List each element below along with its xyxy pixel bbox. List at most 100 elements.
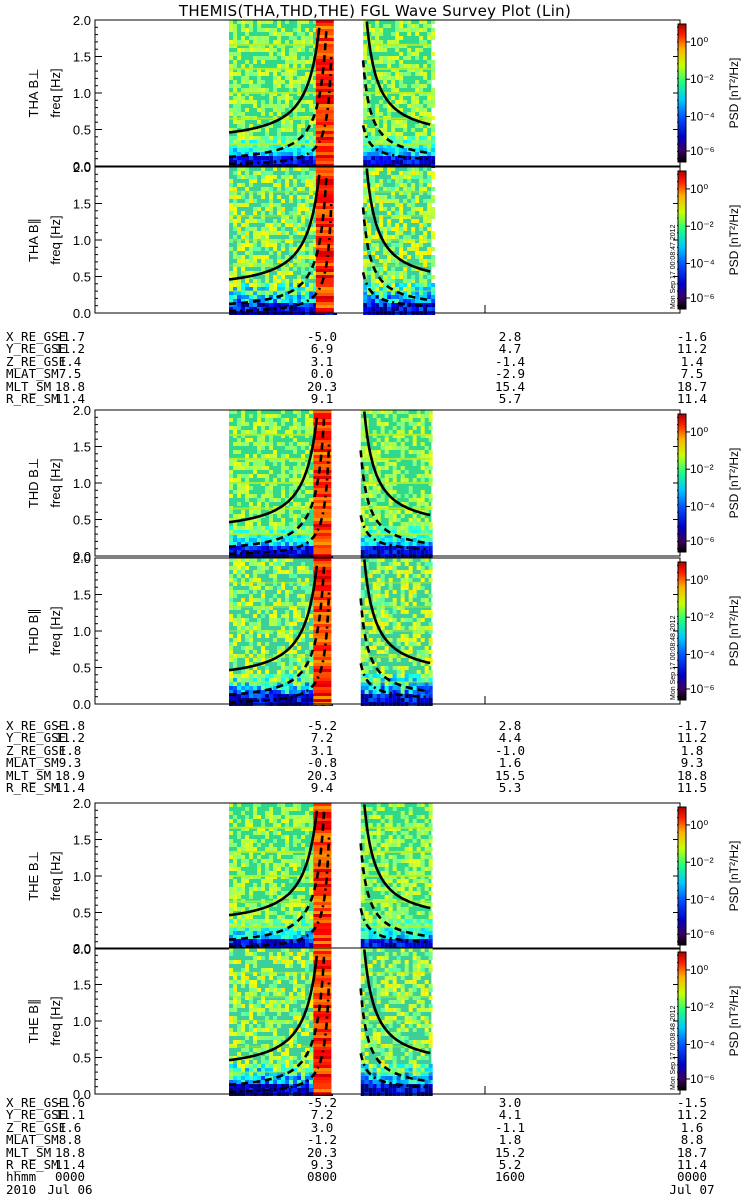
- orbit-row-label: R_RE_SM: [6, 779, 59, 795]
- y-axis-label: freq [Hz]: [48, 215, 63, 264]
- generation-timestamp: Mon Sep 17 00:08:47 2012: [670, 224, 677, 309]
- orbit-row: X_RE_GSE -1.6 -5.2 3.0 -1.5: [6, 1095, 707, 1110]
- colorbar-label: PSD [nT²/Hz]: [727, 205, 741, 276]
- orbit-row: Y_RE_GSE 11.2 7.2 4.4 11.2: [6, 730, 708, 746]
- orbit-row-label: MLT_SM: [6, 378, 52, 394]
- orbit-value: 8.8: [680, 1132, 704, 1148]
- orbit-value: -5.2: [306, 718, 338, 733]
- colorbar-tick-label: 10⁻²: [690, 462, 714, 476]
- orbit-row: 2010 Jul 06 Jul 07: [6, 1181, 715, 1197]
- orbit-value: 1.8: [498, 1132, 522, 1148]
- orbit-value: 11.1: [54, 1107, 86, 1123]
- orbit-value: 9.3: [310, 1156, 334, 1172]
- orbit-value: 11.4: [54, 1156, 86, 1172]
- orbit-value: Jul 07: [669, 1181, 715, 1197]
- colorbar-tick-label: 10⁻⁴: [690, 892, 715, 906]
- spectrogram-panel-the-par: 0.0 0.5 1.0 1.5 2.0 THE B∥ freq [Hz] 10⁰ 10⁻² 10⁻…: [26, 941, 741, 1102]
- orbit-value: -5.2: [306, 1095, 338, 1110]
- colorbar-label: PSD [nT²/Hz]: [727, 448, 741, 519]
- orbit-value: 1.6: [58, 1119, 82, 1135]
- orbit-row: Y_RE_GSE 11.2 6.9 4.7 11.2: [6, 341, 708, 357]
- curve-left-1: [228, 955, 326, 1086]
- panel-label: THA B∥: [26, 218, 41, 262]
- orbit-value: 18.8: [54, 378, 86, 394]
- colorbar-tick-label: 10⁻⁶: [690, 1072, 715, 1086]
- orbit-row: Y_RE_GSE 11.1 7.2 4.1 11.2: [6, 1107, 707, 1123]
- y-axis-label: freq [Hz]: [48, 606, 63, 655]
- orbit-value: 5.2: [498, 1156, 522, 1172]
- orbit-value: -1.0: [494, 742, 526, 758]
- colorbar-tick-label: 10⁰: [690, 35, 708, 49]
- orbit-value: 1.4: [680, 353, 704, 369]
- orbit-row-label: MLT_SM: [6, 767, 52, 783]
- y-tick-label: 1.5: [73, 978, 91, 993]
- y-tick-label: 2.0: [73, 13, 91, 28]
- spectrogram-panel-thd-par: 0.0 0.5 1.0 1.5 2.0 THD B∥ freq [Hz] 10⁰ 10⁻² 10⁻…: [26, 551, 741, 712]
- orbit-row-label: Y_RE_GSE: [6, 1107, 67, 1123]
- orbit-value: 11.5: [676, 779, 708, 795]
- y-tick-label: 1.0: [73, 86, 91, 101]
- orbit-value: 15.5: [494, 767, 526, 783]
- colorbar-tick-label: 10⁰: [690, 573, 708, 587]
- y-tick-label: 0.5: [73, 661, 91, 676]
- orbit-row-label: X_RE_GSE: [6, 329, 67, 344]
- orbit-value: -1.7: [54, 329, 86, 344]
- orbit-row: R_RE_SM 11.4 9.1 5.7 11.4: [6, 390, 707, 406]
- curve-right-0: [363, 949, 431, 1055]
- spectrogram-panel-the-perp: 0.0 0.5 1.0 1.5 2.0 THE B⊥ freq [Hz] 10⁰ 10⁻² 10⁻…: [26, 796, 741, 957]
- orbit-value: 9.3: [58, 755, 82, 771]
- orbit-row-label: 2010: [6, 1181, 37, 1197]
- orbit-value: 3.0: [498, 1095, 522, 1110]
- y-tick-label: 1.0: [73, 233, 91, 248]
- orbit-row: MLAT_SM 8.8 -1.2 1.8 8.8: [6, 1132, 706, 1148]
- orbit-row: MLT_SM 18.8 20.3 15.4 18.7: [6, 378, 707, 394]
- orbit-value: 1.8: [680, 742, 704, 758]
- orbit-value: 11.2: [676, 341, 708, 357]
- orbit-table-tha: X_RE_GSE -1.7 -5.0 2.8 -1.6 Y_RE_GSE 11.2 6.9 4.…: [6, 329, 708, 406]
- colorbar: [677, 413, 687, 553]
- orbit-value: 15.4: [494, 378, 526, 394]
- colorbar-label: PSD [nT²/Hz]: [727, 841, 741, 912]
- orbit-value: 11.4: [54, 779, 86, 795]
- y-axis-label: freq [Hz]: [48, 851, 63, 900]
- curve-right-2: [359, 907, 431, 944]
- orbit-value: 18.8: [54, 1144, 86, 1160]
- y-axis-label: freq [Hz]: [48, 68, 63, 117]
- y-tick-label: 0.5: [73, 513, 91, 528]
- orbit-value: 8.8: [58, 1132, 82, 1148]
- orbit-row: R_RE_SM 11.4 9.4 5.3 11.5: [6, 779, 708, 795]
- y-tick-label: 0.0: [73, 942, 91, 957]
- orbit-value: -5.0: [306, 329, 338, 344]
- curve-left-2: [229, 592, 331, 704]
- orbit-table-the: X_RE_GSE -1.6 -5.2 3.0 -1.5 Y_RE_GSE 11.1 7.2 4.…: [6, 1095, 715, 1197]
- colorbar-tick-label: 10⁻²: [690, 1000, 714, 1014]
- y-tick-label: 0.5: [73, 1051, 91, 1066]
- orbit-value: 5.3: [498, 779, 522, 795]
- curve-right-2: [361, 124, 431, 161]
- curve-left-2: [229, 444, 331, 556]
- curve-right-2: [359, 662, 431, 699]
- orbit-value: Jul 06: [47, 1181, 93, 1197]
- orbit-value: -1.6: [676, 329, 708, 344]
- orbit-row-label: MLAT_SM: [6, 366, 59, 382]
- orbit-row: MLT_SM 18.8 20.3 15.2 18.7: [6, 1144, 707, 1160]
- orbit-value: -1.8: [54, 718, 86, 733]
- y-tick-label: 1.5: [73, 833, 91, 848]
- curve-right-1: [359, 843, 431, 938]
- orbit-value: 20.3: [306, 767, 338, 783]
- orbit-value: 7.2: [310, 730, 334, 746]
- orbit-row-label: X_RE_GSE: [6, 718, 67, 733]
- orbit-value: 11.2: [676, 730, 708, 746]
- orbit-table-thd: X_RE_GSE -1.8 -5.2 2.8 -1.7 Y_RE_GSE 11.2 7.2 4.…: [6, 718, 708, 795]
- orbit-row: X_RE_GSE -1.7 -5.0 2.8 -1.6: [6, 329, 708, 344]
- orbit-value: 5.7: [498, 390, 522, 406]
- orbit-row: MLT_SM 18.9 20.3 15.5 18.8: [6, 767, 707, 783]
- orbit-value: 15.2: [494, 1144, 526, 1160]
- colorbar-tick-label: 10⁻⁶: [690, 927, 715, 941]
- orbit-row-label: hhmm: [6, 1169, 37, 1185]
- curve-right-1: [361, 207, 431, 302]
- curve-right-2: [359, 514, 431, 551]
- orbit-row: X_RE_GSE -1.8 -5.2 2.8 -1.7: [6, 718, 707, 733]
- curve-left-1: [228, 810, 326, 941]
- y-tick-label: 0.0: [73, 306, 91, 321]
